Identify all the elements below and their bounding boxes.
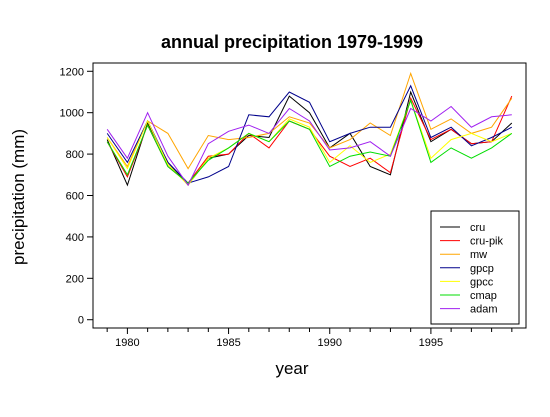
legend-label: cru [470,222,485,234]
chart-title: annual precipitation 1979-1999 [161,32,423,52]
legend-label: cru-pik [470,236,504,248]
y-tick-label: 0 [78,315,84,327]
y-tick-label: 1200 [60,66,84,78]
y-tick-label: 800 [66,149,84,161]
legend-label: gpcc [470,276,494,288]
legend-label: gpcp [470,263,494,275]
series-line-mw [106,71,513,170]
y-tick-label: 600 [66,191,84,203]
legend-label: cmap [470,290,497,302]
x-tick-label: 1980 [115,337,139,349]
legend-label: adam [470,304,498,316]
legend-label: mw [470,249,487,261]
series-layer [106,71,513,187]
series-line-gpcc [106,98,512,186]
y-axis-label: precipitation (mm) [9,129,28,265]
x-tick-label: 1985 [216,337,240,349]
x-tick-label: 1995 [419,337,443,349]
y-axis: 0 200 400 600 800 1000 1200 [60,66,93,327]
x-axis-label: year [275,359,308,378]
series-line-cmap [106,98,513,184]
y-tick-label: 200 [66,273,84,285]
series-line-gpcp [106,84,513,184]
y-tick-label: 1000 [60,108,84,120]
series-line-adam [106,105,512,187]
y-tick-label: 400 [66,232,84,244]
x-axis: 1980 1985 1990 1995 [106,328,513,349]
x-tick-label: 1990 [317,337,341,349]
